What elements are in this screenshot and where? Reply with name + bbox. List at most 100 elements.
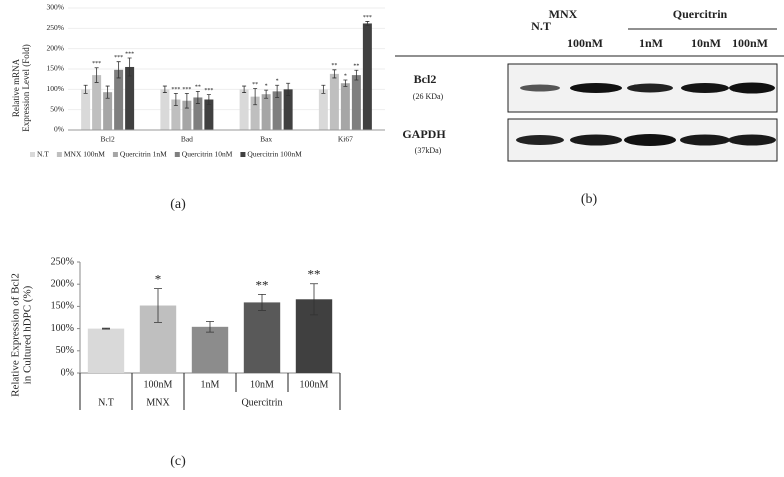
panel-label: (a) bbox=[170, 197, 186, 212]
error-bar bbox=[206, 321, 214, 333]
bar bbox=[87, 328, 125, 373]
error-bar bbox=[162, 85, 167, 93]
error-bar bbox=[127, 57, 132, 77]
error-bar bbox=[332, 69, 337, 79]
error-bar bbox=[206, 94, 211, 105]
error-bar bbox=[195, 90, 200, 104]
protein-label: GAPDH bbox=[402, 127, 446, 141]
x-tick-label: Bad bbox=[181, 135, 193, 144]
y-tick-label: 200% bbox=[47, 43, 65, 52]
significance: * bbox=[265, 84, 268, 90]
bar bbox=[204, 99, 214, 130]
legend-label: N.T bbox=[37, 150, 49, 159]
error-bar bbox=[105, 85, 110, 99]
x-tick-label: 1nM bbox=[201, 379, 220, 390]
significance: *** bbox=[92, 61, 101, 67]
y-tick-label: 250% bbox=[51, 256, 74, 267]
error-bar bbox=[264, 89, 269, 99]
group-label: Quercitrin bbox=[241, 397, 282, 408]
error-bar bbox=[116, 61, 121, 79]
bar bbox=[193, 97, 203, 130]
y-tick-label: 150% bbox=[47, 64, 65, 73]
x-tick-label: Ki67 bbox=[338, 135, 353, 144]
legend-label: Quercitrin 100nM bbox=[247, 150, 302, 159]
bar bbox=[272, 91, 282, 130]
blot-gapdh bbox=[507, 118, 778, 162]
y-tick-label: 50% bbox=[50, 104, 64, 113]
error-bar bbox=[365, 21, 370, 26]
error-bar bbox=[354, 69, 359, 81]
bar bbox=[191, 326, 229, 373]
legend-swatch bbox=[112, 152, 118, 157]
y-tick-label: 200% bbox=[51, 278, 74, 289]
x-tick-label: 100nM bbox=[300, 379, 329, 390]
panel-label: (b) bbox=[581, 192, 598, 207]
x-tick-label: 100nM bbox=[144, 379, 173, 390]
error-bar bbox=[310, 283, 318, 316]
error-bar bbox=[184, 93, 189, 109]
error-bar bbox=[242, 85, 247, 93]
error-bar bbox=[343, 79, 348, 87]
bar bbox=[283, 89, 293, 130]
bar bbox=[114, 69, 124, 130]
lane-label: MNX bbox=[549, 7, 578, 21]
lane-label: 1nM bbox=[639, 36, 663, 50]
significance: ** bbox=[256, 277, 269, 292]
significance: *** bbox=[182, 87, 191, 93]
legend-label: Quercitrin 1nM bbox=[120, 150, 167, 159]
lane-label: Quercitrin bbox=[673, 7, 728, 21]
x-tick-label: Bcl2 bbox=[101, 135, 115, 144]
significance: ** bbox=[195, 85, 201, 91]
significance: ** bbox=[331, 63, 337, 69]
significance: * bbox=[276, 79, 279, 85]
bar bbox=[261, 94, 271, 130]
significance: ** bbox=[308, 267, 321, 282]
group-label: N.T bbox=[98, 397, 114, 408]
size-label: (26 KDa) bbox=[413, 92, 444, 101]
panel-label: (c) bbox=[170, 454, 186, 469]
error-bar bbox=[94, 67, 99, 83]
y-axis-label: Relative Expression of Bcl2 bbox=[10, 273, 22, 397]
legend-label: MNX 100nM bbox=[64, 150, 105, 159]
bar bbox=[243, 302, 281, 373]
y-tick-label: 250% bbox=[47, 23, 65, 32]
bar bbox=[318, 89, 328, 130]
bar bbox=[362, 23, 372, 131]
error-bar bbox=[154, 288, 162, 323]
significance: *** bbox=[204, 88, 213, 94]
bar bbox=[351, 75, 361, 130]
x-tick-label: 10nM bbox=[250, 379, 274, 390]
legend-swatch bbox=[174, 152, 180, 157]
bar bbox=[160, 89, 170, 130]
error-bar bbox=[275, 84, 280, 98]
bar bbox=[125, 66, 135, 130]
significance: ** bbox=[252, 82, 258, 88]
y-tick-label: 100% bbox=[51, 323, 74, 334]
error-bar bbox=[173, 93, 178, 106]
significance: * bbox=[155, 272, 162, 287]
y-axis-label: Expression Level (Fold) bbox=[21, 44, 31, 131]
error-bar bbox=[258, 294, 266, 311]
legend-swatch bbox=[56, 152, 62, 157]
bar bbox=[103, 92, 113, 130]
significance: *** bbox=[125, 51, 134, 57]
bar bbox=[171, 99, 181, 130]
group-label: MNX bbox=[146, 397, 170, 408]
bar bbox=[340, 83, 350, 130]
y-axis-label: in Cultured hDPC (%) bbox=[22, 285, 34, 384]
error-bar bbox=[321, 84, 326, 94]
bar bbox=[81, 89, 91, 130]
y-tick-label: 300% bbox=[47, 3, 65, 12]
lane-label: 10nM bbox=[691, 36, 721, 50]
blot-bcl2 bbox=[507, 63, 778, 113]
y-tick-label: 0% bbox=[54, 125, 64, 134]
legend-swatch bbox=[30, 152, 35, 157]
y-tick-label: 0% bbox=[61, 367, 74, 378]
bar bbox=[329, 73, 339, 130]
error-bar bbox=[83, 84, 88, 94]
significance: *** bbox=[114, 55, 123, 61]
lane-label: 100nM bbox=[732, 36, 768, 50]
significance: * bbox=[344, 73, 347, 79]
bar bbox=[239, 89, 249, 130]
